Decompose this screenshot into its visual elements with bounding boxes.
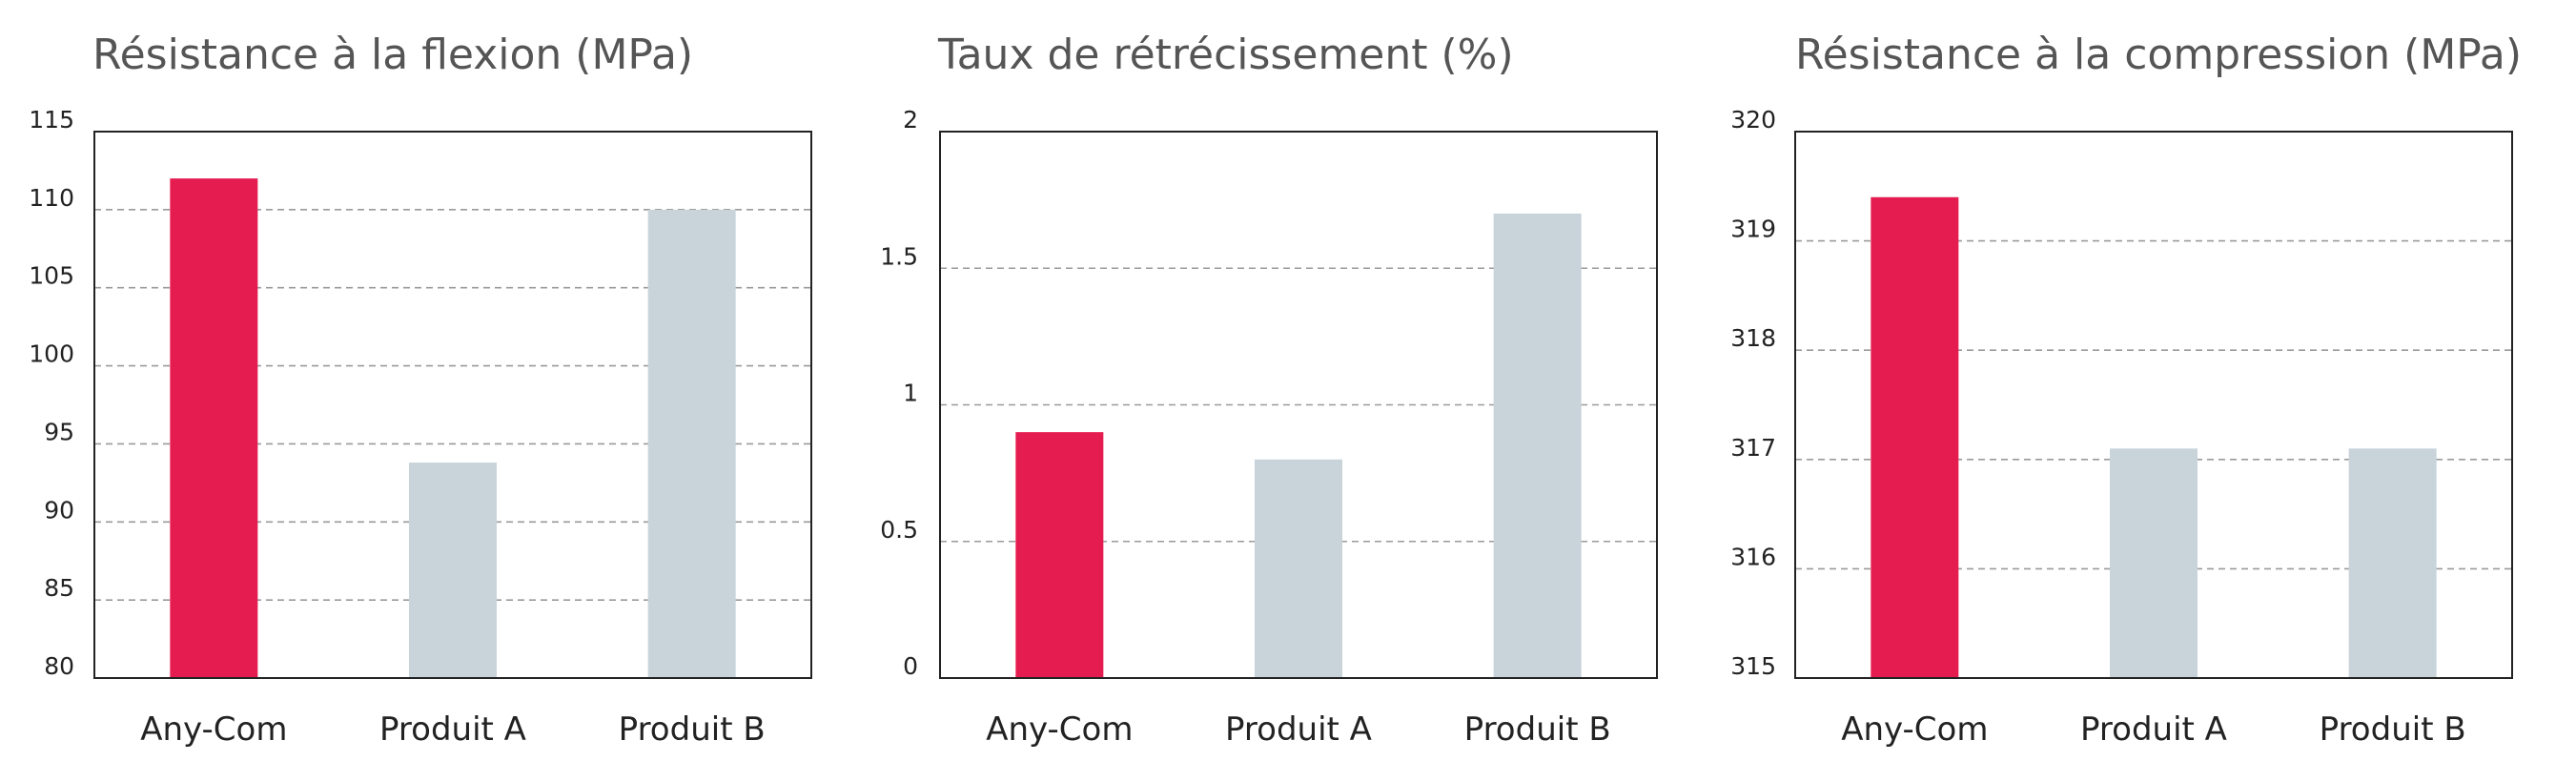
y-tick-label: 318 — [1730, 324, 1776, 352]
bar-any-com — [1015, 432, 1104, 678]
plot-frame — [1794, 131, 2513, 679]
bar-any-com — [1871, 196, 1959, 678]
chart-1: Résistance à la flexion (MPa) Any-Com Prod… — [29, 31, 812, 749]
bar-produit-b — [647, 209, 736, 678]
y-tick-label: 95 — [44, 418, 74, 445]
chart-title: Taux de rétrécissement (%) — [937, 31, 1514, 79]
y-tick-label: 90 — [44, 496, 74, 524]
plot-frame — [93, 131, 812, 679]
category-label: Produit A — [1225, 710, 1372, 749]
y-tick-label: 80 — [44, 652, 74, 680]
bar-produit-b — [1493, 213, 1582, 678]
y-tick-label: 316 — [1730, 543, 1776, 570]
chart-2: Taux de rétrécissement (%) Any-Com Produit… — [880, 31, 1658, 749]
y-tick-label: 85 — [44, 574, 74, 602]
y-tick-label: 115 — [29, 106, 74, 134]
category-label: Any-Com — [140, 710, 287, 749]
y-tick-label: 100 — [29, 340, 74, 368]
category-label: Produit A — [2080, 710, 2227, 749]
y-tick-label: 105 — [29, 262, 74, 290]
chart-3: Résistance à la compression (MPa) Any-Com… — [1730, 31, 2522, 749]
y-tick-label: 110 — [29, 184, 74, 212]
chart-title: Résistance à la flexion (MPa) — [92, 31, 693, 79]
y-tick-label: 315 — [1730, 652, 1776, 680]
category-label: Produit B — [619, 710, 766, 749]
bar-any-com — [170, 178, 258, 679]
category-label: Produit A — [379, 710, 526, 749]
chart-title: Résistance à la compression (MPa) — [1795, 31, 2522, 79]
category-label: Any-Com — [986, 710, 1133, 749]
category-label: Produit B — [2320, 710, 2466, 749]
category-label: Produit B — [1464, 710, 1611, 749]
y-tick-label: 317 — [1730, 434, 1776, 462]
bar-produit-a — [409, 463, 497, 678]
plot-frame — [939, 131, 1658, 679]
bar-produit-b — [2348, 448, 2437, 678]
y-tick-label: 320 — [1730, 106, 1776, 134]
bar-produit-a — [2110, 448, 2198, 678]
y-tick-label: 0 — [903, 652, 918, 680]
y-tick-label: 1 — [903, 380, 918, 407]
bar-produit-a — [1255, 459, 1342, 678]
category-label: Any-Com — [1841, 710, 1988, 749]
y-tick-label: 0.5 — [880, 516, 918, 544]
y-tick-label: 2 — [903, 106, 918, 134]
y-tick-label: 1.5 — [880, 242, 918, 270]
y-tick-label: 319 — [1730, 216, 1776, 243]
